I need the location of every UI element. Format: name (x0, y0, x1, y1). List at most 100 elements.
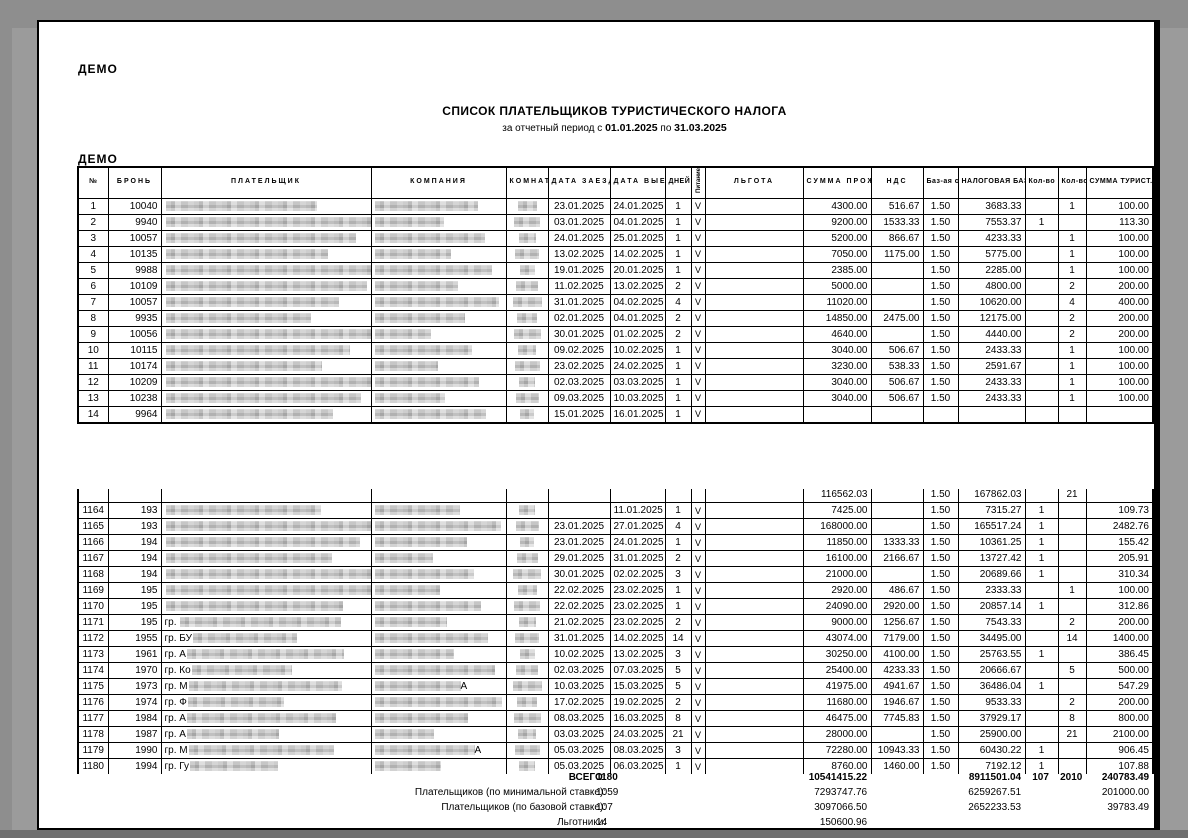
room-redaction (513, 329, 541, 340)
cell-count-min: 2 (1057, 694, 1087, 711)
room-redaction (515, 249, 539, 260)
company-redaction (374, 665, 495, 676)
cell-days: 1 (664, 373, 692, 391)
table-row: 1172 1955 гр. БУ 31.01.2025 14.02.2025 1… (77, 630, 1154, 647)
cell-count-min (1057, 678, 1087, 695)
totals-label: Плательщиков (по минимальной ставке): (414, 787, 607, 798)
cell-count-base: 1 (1024, 534, 1059, 551)
cell-exemption (704, 325, 804, 343)
cell-row-number: 1 (77, 197, 109, 215)
cell-days: 1 (664, 229, 692, 247)
cell-tax-sum: 100.00 (1085, 341, 1154, 359)
table-header-row: № БРОНЬ ПЛАТЕЛЬЩИК КОМПАНИЯ КОМНАТА ДАТА… (77, 166, 1154, 199)
cell-base-rate: 1.50 (922, 582, 959, 599)
cell-tax-base: 7543.33 (957, 614, 1026, 631)
cell-tax-base (957, 405, 1026, 424)
cell-exemption (704, 373, 804, 391)
cell-vat: 7745.83 (870, 710, 924, 727)
cell-stay-sum: 3040.00 (802, 389, 872, 407)
cell-tax-base: 10361.25 (957, 534, 1026, 551)
cell-booking: 10238 (107, 389, 162, 407)
room-redaction (517, 697, 537, 708)
cell-meal: V (690, 662, 706, 679)
cell-count-base: 1 (1024, 742, 1059, 759)
cell-base-rate: 1.50 (922, 502, 959, 519)
payer-redaction (165, 297, 339, 308)
cell-date-out: 07.03.2025 (609, 662, 666, 679)
company-redaction (374, 713, 468, 724)
cell-vat: 2166.67 (870, 550, 924, 567)
cell-days: 2 (664, 694, 692, 711)
cell-meal: V (690, 502, 706, 519)
cell-count-base (1024, 694, 1059, 711)
cell-exemption (704, 489, 804, 503)
table-row: 1 10040 23.01.2025 24.01.2025 1 V 4300.0… (77, 197, 1154, 215)
cell-days: 2 (664, 325, 692, 343)
company-visible-suffix (499, 297, 500, 308)
cell-payer: гр. Ко (160, 662, 372, 679)
cell-room (505, 277, 549, 295)
table-row: 2 9940 03.01.2025 04.01.2025 1 V 9200.00… (77, 213, 1154, 231)
cell-vat: 516.67 (870, 197, 924, 215)
column-header-count-base: Кол-во по баз. ставке (1024, 166, 1059, 199)
cell-payer: гр. А (160, 710, 372, 727)
company-redaction (374, 233, 485, 244)
payer-redaction (165, 201, 317, 212)
cell-stay-sum: 41975.00 (802, 678, 872, 695)
cell-meal: V (690, 646, 706, 663)
company-redaction (374, 217, 444, 228)
company-visible-suffix (478, 201, 479, 212)
cell-booking: 1990 (107, 742, 162, 759)
cell-row-number: 1174 (77, 662, 109, 679)
cell-company (370, 261, 507, 279)
cell-row-number: 1169 (77, 582, 109, 599)
cell-date-out: 31.01.2025 (609, 550, 666, 567)
cell-count-base (1024, 710, 1059, 727)
cell-exemption (704, 229, 804, 247)
cell-count-min (1057, 742, 1087, 759)
cell-count-min (1057, 598, 1087, 615)
cell-meal: V (690, 277, 706, 295)
cell-company (370, 309, 507, 327)
cell-meal: V (690, 742, 706, 759)
cell-meal: V (690, 261, 706, 279)
cell-base-rate: 1.50 (922, 742, 959, 759)
cell-days: 4 (664, 518, 692, 535)
company-redaction (374, 697, 502, 708)
cell-vat: 1533.33 (870, 213, 924, 231)
cell-count-min: 2 (1057, 277, 1087, 295)
table-row: 1173 1961 гр. А 10.02.2025 13.02.2025 3 … (77, 646, 1154, 663)
cell-days: 1 (664, 598, 692, 615)
cell-company (370, 502, 507, 519)
cell-payer (160, 229, 372, 247)
cell-count-base: 1 (1024, 566, 1059, 583)
cell-meal: V (690, 357, 706, 375)
cell-stay-sum: 43074.00 (802, 630, 872, 647)
cell-exemption (704, 710, 804, 727)
cell-tax-sum: 200.00 (1085, 277, 1154, 295)
cell-count-base (1024, 614, 1059, 631)
cell-date-out: 23.02.2025 (609, 614, 666, 631)
cell-booking: 194 (107, 534, 162, 551)
cell-booking: 194 (107, 550, 162, 567)
cell-stay-sum: 4640.00 (802, 325, 872, 343)
payer-redaction (165, 281, 367, 292)
cell-meal: V (690, 197, 706, 215)
cell-meal: V (690, 534, 706, 551)
cell-tax-sum (1085, 405, 1154, 424)
cell-tax-sum: 312.86 (1085, 598, 1154, 615)
cell-room (505, 502, 549, 519)
cell-booking: 10056 (107, 325, 162, 343)
cell-base-rate: 1.50 (922, 646, 959, 663)
cell-tax-sum: 113.30 (1085, 213, 1154, 231)
cell-tax-sum: 310.34 (1085, 566, 1154, 583)
cell-tax-sum: 200.00 (1085, 614, 1154, 631)
cell-vat: 1175.00 (870, 245, 924, 263)
cell-meal: V (690, 405, 706, 424)
cell-stay-sum: 11680.00 (802, 694, 872, 711)
cell-days (664, 489, 692, 503)
cell-days: 1 (664, 389, 692, 407)
cell-days: 1 (664, 261, 692, 279)
cell-tax-sum: 100.00 (1085, 389, 1154, 407)
cell-days: 2 (664, 309, 692, 327)
